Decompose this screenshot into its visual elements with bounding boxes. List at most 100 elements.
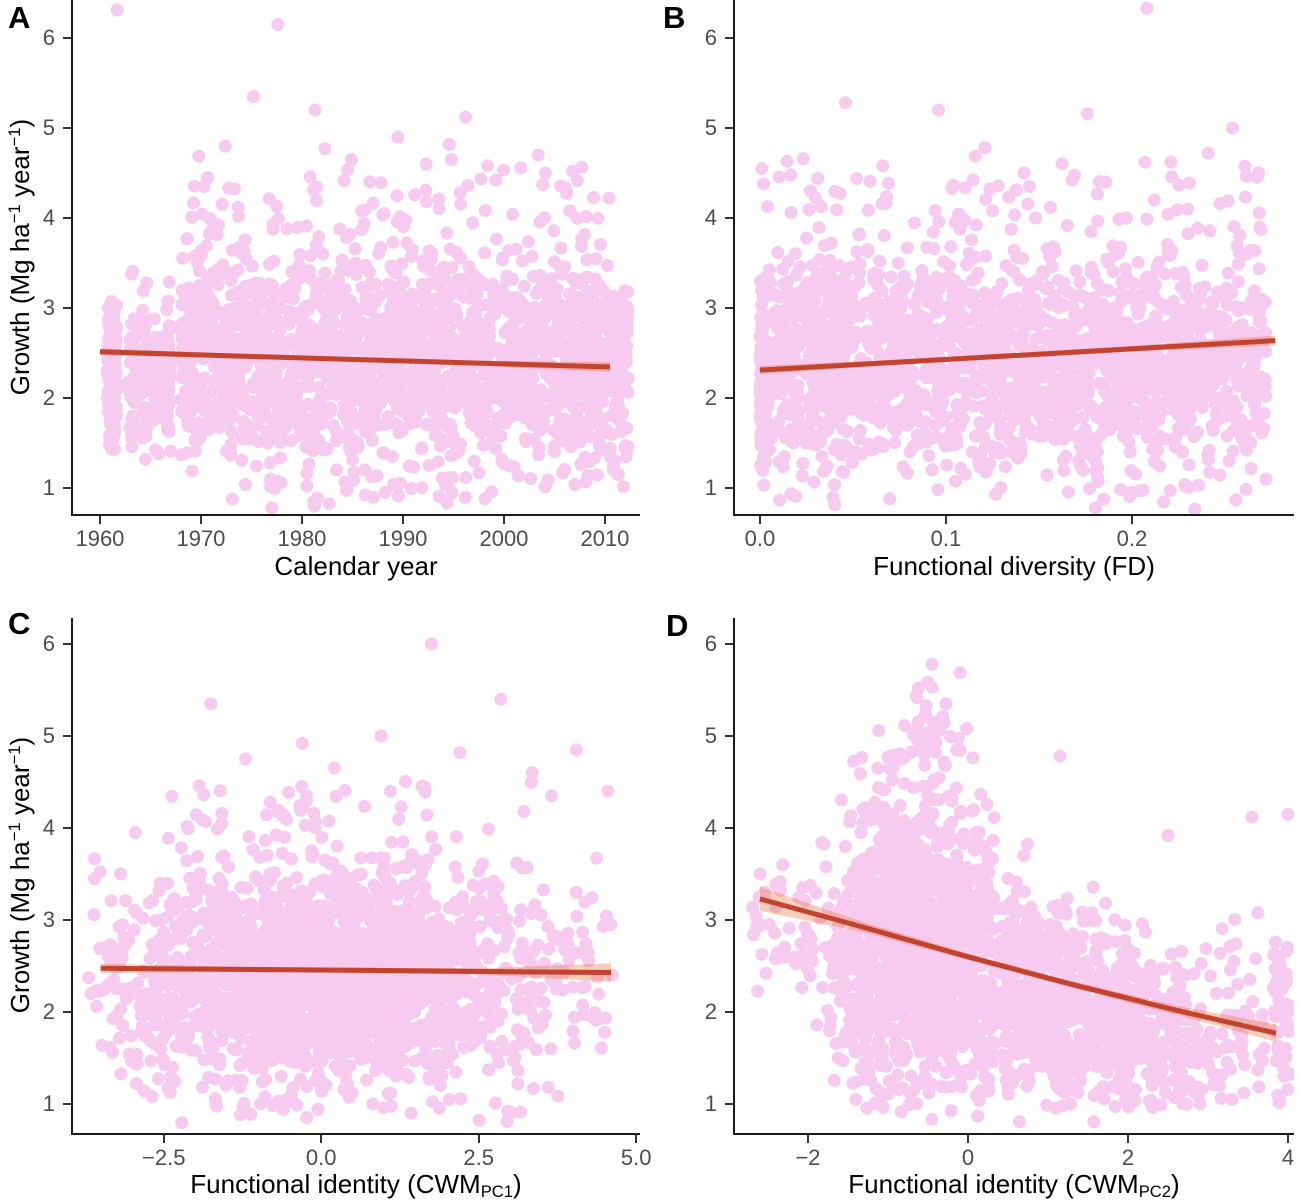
panel-a-y-tick-mark: [63, 396, 71, 399]
panel-a-x-tick-label: 1990: [378, 526, 428, 551]
panel-d-plot-area: [746, 657, 1294, 1129]
panel-a-y-tick-mark: [63, 216, 71, 219]
panel-d-y-tick-mark: [725, 919, 733, 922]
panel-d-y-axis-line: [733, 618, 735, 1135]
panel-a-x-tick-label: 1960: [75, 526, 125, 551]
panel-a-letter: A: [8, 0, 31, 35]
panel-d-x-tick-mark: [1287, 1135, 1289, 1143]
panel-d-y-tick-mark: [725, 1103, 733, 1106]
panel-a-x-tick-label: 1980: [277, 526, 327, 551]
panel-b-plot-area: [753, 1, 1276, 514]
panel-b-y-tick-mark: [725, 396, 733, 399]
panel-a-x-tick-label: 2000: [479, 526, 529, 551]
panel-d-x-tick-mark: [967, 1135, 969, 1143]
panel-d-trend-line: [759, 896, 1277, 1036]
panel-c-x-tick-label: 5.0: [620, 1145, 652, 1170]
panel-d-y-tick-label: 6: [704, 631, 717, 657]
panel-c-x-axis-line: [71, 1133, 640, 1135]
panel-a-x-tick-mark: [502, 516, 505, 524]
panel-b-x-tick-mark: [758, 516, 761, 524]
panel-a-x-tick-mark: [603, 516, 606, 524]
panel-c-x-tick-mark: [320, 1135, 323, 1143]
panel-a-y-tick-label: 3: [42, 294, 55, 320]
panel-c-y-tick-label: 2: [42, 999, 55, 1025]
panel-b-letter: B: [663, 0, 686, 35]
panel-c-y-tick-mark: [63, 919, 71, 922]
panel-c-x-tick-label: 2.5: [463, 1145, 495, 1170]
panel-c-x-axis-title: Functional identity (CWMPC1): [190, 1169, 522, 1202]
panel-d-y-tick-mark: [725, 643, 733, 646]
panel-a-y-tick-mark: [63, 306, 71, 309]
panel-c-y-tick-label: 4: [42, 815, 55, 841]
panel-b-y-tick-mark: [725, 126, 733, 129]
panel-d-x-tick-label: 0: [961, 1145, 975, 1170]
panel-b-y-tick-label: 3: [704, 294, 717, 320]
panel-c-x-tick-label: 0.0: [305, 1145, 337, 1170]
panel-a-y-tick-mark: [63, 486, 71, 489]
panel-c-y-axis-line: [71, 618, 73, 1135]
panel-c-letter: C: [8, 606, 31, 641]
panel-a-y-tick-label: 2: [42, 384, 55, 410]
panel-d-x-tick-label: −2: [795, 1145, 821, 1170]
panel-d-x-tick-label: 4: [1281, 1145, 1295, 1170]
panel-d-x-tick-label: 2: [1121, 1145, 1135, 1170]
panel-a-x-tick-mark: [98, 516, 101, 524]
panel-d-y-tick-mark: [725, 827, 733, 830]
panel-a-x-tick-mark: [199, 516, 202, 524]
panel-a-plot-area: [99, 3, 635, 514]
panel-d-y-tick-mark: [725, 1011, 733, 1014]
panel-c-y-tick-label: 3: [42, 907, 55, 933]
panel-a-x-axis-line: [71, 514, 640, 516]
panel-b-x-tick-label: 0.1: [930, 526, 962, 551]
panel-d-x-axis-title: Functional identity (CWMPC2): [848, 1169, 1180, 1202]
panel-d-y-tick-label: 5: [704, 723, 717, 749]
panel-b-y-tick-label: 2: [704, 384, 717, 410]
panel-d-x-axis-line: [733, 1133, 1294, 1135]
panel-b-y-tick-mark: [725, 486, 733, 489]
panel-a-y-tick-label: 6: [42, 24, 55, 50]
panel-b-x-tick-mark: [1130, 516, 1133, 524]
panel-b-y-axis-line: [733, 0, 735, 516]
panel-c-x-tick-mark: [477, 1135, 480, 1143]
panel-d-y-tick-label: 2: [704, 999, 717, 1025]
panel-a-x-tick-label: 2010: [580, 526, 630, 551]
panel-a-y-tick-label: 5: [42, 114, 55, 140]
panel-a-x-axis-title: Calendar year: [274, 551, 438, 581]
panel-a-trend-line: [99, 349, 611, 370]
panel-a-y-tick-mark: [63, 36, 71, 39]
panel-b-x-axis-title: Functional diversity (FD): [873, 551, 1155, 581]
panel-b-y-tick-label: 5: [704, 114, 717, 140]
panel-c-y-tick-label: 5: [42, 723, 55, 749]
panel-d-y-tick-label: 4: [704, 815, 717, 841]
panel-c-plot-area: [82, 637, 619, 1130]
panel-b-y-tick-mark: [725, 306, 733, 309]
panel-c-y-tick-mark: [63, 1011, 71, 1014]
panel-c-x-tick-label: −2.5: [142, 1145, 186, 1170]
panel-d-x-tick-mark: [1127, 1135, 1129, 1143]
panel-a-y-axis-line: [71, 0, 73, 516]
panel-b-y-tick-label: 1: [704, 474, 717, 500]
panel-c-y-tick-mark: [63, 643, 71, 646]
panel-b-y-tick-label: 4: [704, 204, 717, 230]
panel-b-trend-line: [759, 338, 1276, 373]
panel-a-x-tick-mark: [300, 516, 303, 524]
panel-a-y-tick-label: 4: [42, 204, 55, 230]
panel-b-x-tick-label: 0.0: [744, 526, 776, 551]
panel-a-y-tick-label: 1: [42, 474, 55, 500]
panel-a-y-tick-mark: [63, 126, 71, 129]
panel-b-y-tick-mark: [725, 216, 733, 219]
panel-c-x-tick-mark: [162, 1135, 165, 1143]
panel-d-x-tick-mark: [807, 1135, 809, 1143]
panel-d-y-tick-label: 1: [704, 1091, 717, 1117]
panel-b-x-tick-mark: [944, 516, 947, 524]
panel-d-letter: D: [666, 608, 689, 643]
panel-d-y-tick-label: 3: [704, 907, 717, 933]
panel-b-y-tick-mark: [725, 36, 733, 39]
panel-c-trend-line: [100, 965, 612, 975]
panel-a-x-tick-label: 1970: [176, 526, 226, 551]
